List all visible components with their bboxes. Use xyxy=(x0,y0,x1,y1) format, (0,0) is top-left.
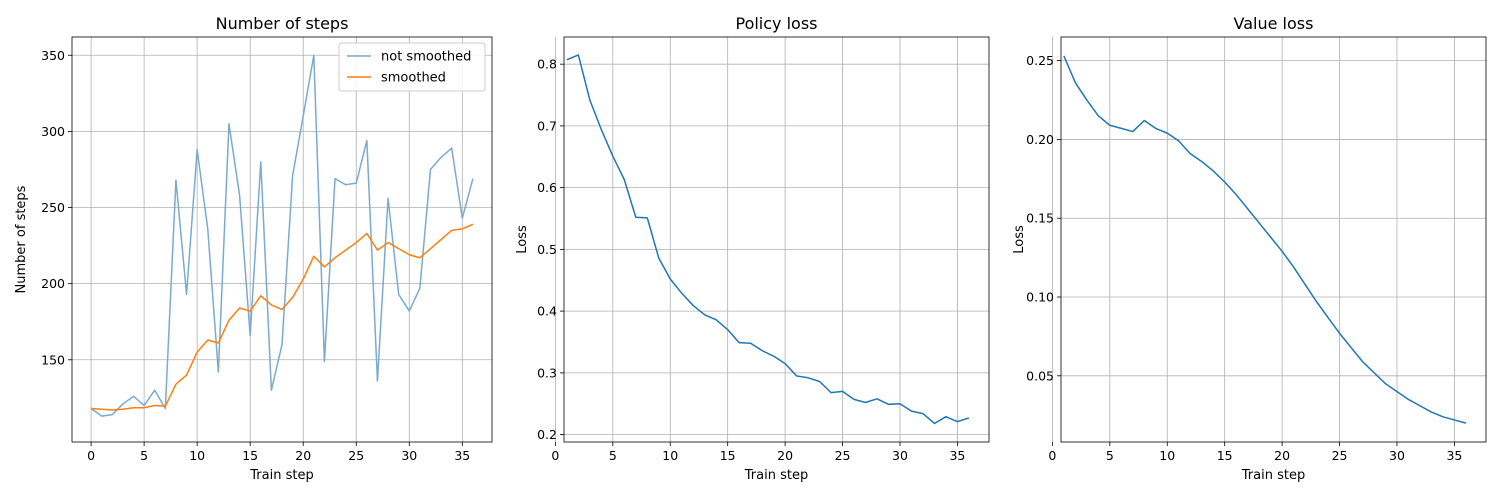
y-tick-label: 0.7 xyxy=(537,118,557,133)
legend-label: smoothed xyxy=(381,71,446,86)
x-tick-label: 20 xyxy=(295,448,311,463)
x-axis-label: Train step xyxy=(744,468,808,483)
x-tick-label: 10 xyxy=(662,448,678,463)
y-tick-label: 250 xyxy=(41,200,65,215)
legend-label: not smoothed xyxy=(381,50,471,65)
y-tick-label: 0.05 xyxy=(1026,368,1054,383)
x-tick-label: 0 xyxy=(551,448,559,463)
chart-title: Policy loss xyxy=(735,14,817,33)
chart-panel-1: 0 5 10 15 20 25 30 35 150 200 250 300 350 Number of s… xyxy=(14,14,493,483)
x-tick-label: 0 xyxy=(1048,448,1056,463)
legend: not smoothed smoothed xyxy=(338,42,486,92)
x-axis-label: Train step xyxy=(249,468,313,483)
x-tick-label: 35 xyxy=(454,448,470,463)
axes-frame xyxy=(1060,36,1487,443)
y-tick-label: 0.6 xyxy=(537,180,557,195)
y-tick-label: 0.2 xyxy=(537,427,557,442)
series-line-1 xyxy=(1063,55,1467,424)
y-tick-label: 0.3 xyxy=(537,365,557,380)
x-tick-label: 10 xyxy=(189,448,205,463)
y-tick-label: 0.25 xyxy=(1026,53,1054,68)
x-tick-label: 5 xyxy=(1106,448,1114,463)
y-tick-label: 0.8 xyxy=(537,57,557,72)
y-axis-label: Loss xyxy=(1012,225,1027,254)
series-line-1 xyxy=(90,54,474,417)
x-tick-label: 15 xyxy=(242,448,258,463)
y-tick-label: 350 xyxy=(41,48,65,63)
x-tick-label: 30 xyxy=(401,448,417,463)
y-tick-label: 200 xyxy=(41,276,65,291)
axes-frame xyxy=(71,36,493,443)
x-tick-label: 25 xyxy=(348,448,364,463)
y-axis-label: Number of steps xyxy=(14,185,29,293)
x-tick-label: 15 xyxy=(1217,448,1233,463)
x-tick-label: 30 xyxy=(892,448,908,463)
y-tick-label: 0.10 xyxy=(1026,290,1054,305)
chart-title: Value loss xyxy=(1234,14,1314,33)
x-tick-label: 25 xyxy=(835,448,851,463)
x-tick-label: 35 xyxy=(949,448,965,463)
y-tick-label: 150 xyxy=(41,352,65,367)
x-tick-label: 0 xyxy=(87,448,95,463)
series-line-1 xyxy=(566,54,970,425)
x-tick-label: 30 xyxy=(1389,448,1405,463)
chart-title: Number of steps xyxy=(216,14,349,33)
x-tick-label: 20 xyxy=(1274,448,1290,463)
chart-panel-2: 0 5 10 15 20 25 30 35 0.2 0.3 0.4 0.5 0.6 0.7 0.8 Polic… xyxy=(515,14,990,483)
y-tick-label: 0.20 xyxy=(1026,132,1054,147)
y-axis-label: Loss xyxy=(515,225,530,254)
axes-frame xyxy=(563,36,990,443)
legend-box xyxy=(338,42,486,92)
x-tick-label: 15 xyxy=(720,448,736,463)
x-tick-label: 20 xyxy=(777,448,793,463)
series-line-2 xyxy=(91,223,474,411)
x-tick-label: 25 xyxy=(1332,448,1348,463)
x-axis-label: Train step xyxy=(1241,468,1305,483)
chart-panel-3: 0 5 10 15 20 25 30 35 0.05 0.10 0.15 0.20 0.25 Value … xyxy=(1012,14,1487,483)
y-tick-label: 0.5 xyxy=(537,242,557,257)
y-tick-label: 0.15 xyxy=(1026,211,1054,226)
x-tick-label: 5 xyxy=(609,448,617,463)
y-tick-label: 300 xyxy=(41,124,65,139)
x-tick-label: 5 xyxy=(140,448,148,463)
y-tick-label: 0.4 xyxy=(537,304,557,319)
x-tick-label: 35 xyxy=(1446,448,1462,463)
x-tick-label: 10 xyxy=(1159,448,1175,463)
